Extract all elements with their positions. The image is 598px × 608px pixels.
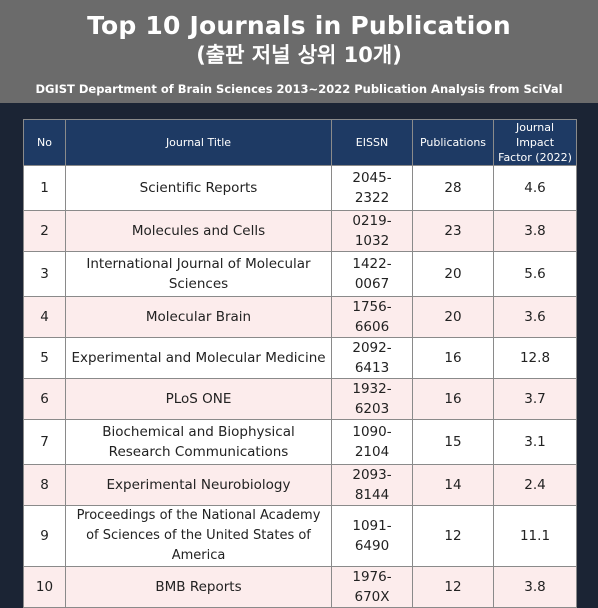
- cell-no: 1: [23, 165, 66, 211]
- cell-title: Molecules and Cells: [65, 210, 332, 252]
- table-row: 5 Experimental and Molecular Medicine 20…: [23, 337, 577, 379]
- cell-eissn: 0219-1032: [331, 210, 413, 252]
- cell-no: 3: [23, 251, 66, 297]
- cell-publications: 14: [412, 464, 494, 506]
- table-row: 1 Scientific Reports 2045-2322 28 4.6: [23, 165, 577, 211]
- cell-eissn: 1422-0067: [331, 251, 413, 297]
- cell-impact: 3.1: [493, 419, 577, 465]
- cell-impact: 5.6: [493, 251, 577, 297]
- cell-impact: 3.7: [493, 378, 577, 420]
- cell-title: Experimental and Molecular Medicine: [65, 337, 332, 379]
- journals-table: No Journal Title EISSN Publications Jour…: [23, 119, 577, 608]
- cell-eissn: 1976-670X: [331, 566, 413, 608]
- column-header-eissn: EISSN: [331, 119, 413, 166]
- cell-eissn: 2045-2322: [331, 165, 413, 211]
- impact-header-line2: Factor (2022): [498, 151, 572, 164]
- column-header-publications: Publications: [412, 119, 494, 166]
- cell-publications: 23: [412, 210, 494, 252]
- cell-publications: 16: [412, 378, 494, 420]
- cell-no: 4: [23, 296, 66, 338]
- cell-eissn: 2093-8144: [331, 464, 413, 506]
- cell-no: 10: [23, 566, 66, 608]
- table-row: 4 Molecular Brain 1756-6606 20 3.6: [23, 296, 577, 338]
- journals-table-container: No Journal Title EISSN Publications Jour…: [23, 119, 577, 608]
- table-row: 6 PLoS ONE 1932-6203 16 3.7: [23, 378, 577, 420]
- column-header-impact-factor: Journal Impact Factor (2022): [493, 119, 577, 166]
- banner-header: Top 10 Journals in Publication (출판 저널 상위…: [0, 0, 598, 103]
- cell-title: Biochemical and Biophysical Research Com…: [65, 419, 332, 465]
- cell-title: Scientific Reports: [65, 165, 332, 211]
- table-row: 8 Experimental Neurobiology 2093-8144 14…: [23, 464, 577, 506]
- column-header-no: No: [23, 119, 66, 166]
- table-header-row: No Journal Title EISSN Publications Jour…: [23, 119, 577, 166]
- cell-impact: 11.1: [493, 505, 577, 567]
- cell-publications: 20: [412, 296, 494, 338]
- cell-eissn: 1091-6490: [331, 505, 413, 567]
- cell-publications: 28: [412, 165, 494, 211]
- table-row: 2 Molecules and Cells 0219-1032 23 3.8: [23, 210, 577, 252]
- cell-title: Experimental Neurobiology: [65, 464, 332, 506]
- cell-publications: 12: [412, 505, 494, 567]
- cell-eissn: 1932-6203: [331, 378, 413, 420]
- source-caption: DGIST Department of Brain Sciences 2013~…: [35, 82, 563, 96]
- cell-title: Molecular Brain: [65, 296, 332, 338]
- cell-title: PLoS ONE: [65, 378, 332, 420]
- cell-impact: 3.6: [493, 296, 577, 338]
- cell-no: 2: [23, 210, 66, 252]
- cell-impact: 3.8: [493, 566, 577, 608]
- cell-publications: 20: [412, 251, 494, 297]
- cell-title: Proceedings of the National Academy of S…: [65, 505, 332, 567]
- cell-publications: 12: [412, 566, 494, 608]
- cell-no: 5: [23, 337, 66, 379]
- cell-publications: 16: [412, 337, 494, 379]
- cell-eissn: 1090-2104: [331, 419, 413, 465]
- cell-impact: 2.4: [493, 464, 577, 506]
- cell-impact: 4.6: [493, 165, 577, 211]
- impact-header-line1: Journal Impact: [515, 121, 555, 149]
- cell-impact: 12.8: [493, 337, 577, 379]
- table-row: 7 Biochemical and Biophysical Research C…: [23, 419, 577, 465]
- table-row: 3 International Journal of Molecular Sci…: [23, 251, 577, 297]
- cell-title: BMB Reports: [65, 566, 332, 608]
- page-title: Top 10 Journals in Publication: [87, 11, 511, 40]
- cell-no: 8: [23, 464, 66, 506]
- table-row: 9 Proceedings of the National Academy of…: [23, 505, 577, 567]
- cell-publications: 15: [412, 419, 494, 465]
- cell-no: 7: [23, 419, 66, 465]
- cell-eissn: 1756-6606: [331, 296, 413, 338]
- page-subtitle: (출판 저널 상위 10개): [196, 43, 402, 67]
- cell-title: International Journal of Molecular Scien…: [65, 251, 332, 297]
- cell-no: 6: [23, 378, 66, 420]
- cell-impact: 3.8: [493, 210, 577, 252]
- cell-eissn: 2092-6413: [331, 337, 413, 379]
- cell-no: 9: [23, 505, 66, 567]
- column-header-title: Journal Title: [65, 119, 332, 166]
- table-row: 10 BMB Reports 1976-670X 12 3.8: [23, 566, 577, 608]
